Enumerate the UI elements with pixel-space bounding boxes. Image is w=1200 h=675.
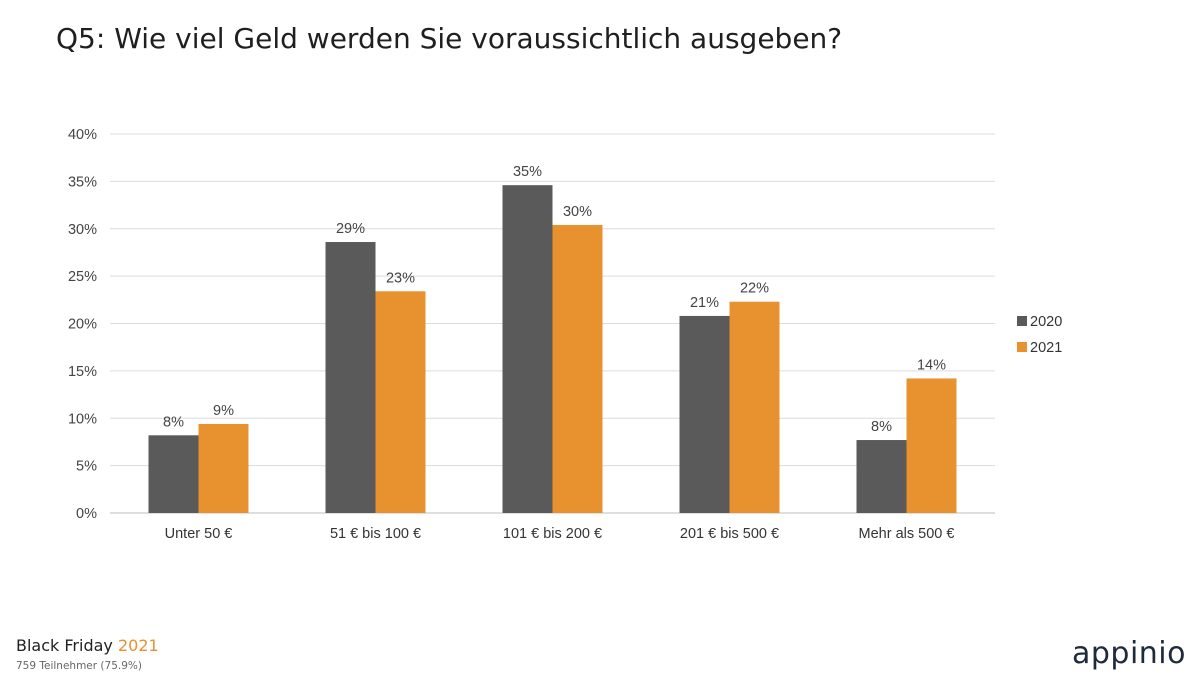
footer-title: Black Friday 2021 [16, 636, 159, 655]
bar-2020 [856, 440, 907, 513]
x-tick-label: Mehr als 500 € [859, 526, 955, 542]
bar-2020 [679, 315, 730, 513]
bar-2020 [148, 435, 199, 513]
bar-2020 [325, 242, 376, 513]
bar-2021 [552, 224, 603, 513]
y-tick-label: 10% [68, 411, 97, 427]
data-label: 29% [336, 221, 365, 237]
y-tick-label: 0% [76, 506, 97, 522]
y-tick-label: 20% [68, 317, 97, 333]
legend-swatch-2020 [1017, 316, 1027, 326]
footer-subtitle: 759 Teilnehmer (75.9%) [16, 660, 142, 672]
data-label: 22% [740, 281, 769, 297]
bar-chart: 0% 5% 10% 15% 20% 25% 30% 35% 40% 8% 9% Unter 50 € 2… [68, 127, 1062, 542]
y-tick-label: 5% [76, 459, 97, 475]
data-label: 8% [163, 414, 184, 430]
y-tick-label: 30% [68, 222, 97, 238]
data-label: 14% [917, 357, 946, 373]
footer-title-text: Black Friday [16, 636, 113, 655]
bar-2021 [375, 291, 426, 513]
data-label: 35% [513, 164, 542, 180]
legend-label-2021: 2021 [1030, 340, 1062, 356]
bar-2021 [198, 423, 249, 513]
page-title: Q5: Wie viel Geld werden Sie voraussicht… [56, 22, 843, 55]
data-label: 30% [563, 204, 592, 220]
x-tick-label: Unter 50 € [165, 526, 233, 542]
bar-2021 [906, 378, 957, 513]
data-label: 9% [213, 403, 234, 419]
y-tick-label: 40% [68, 127, 97, 143]
x-tick-label: 51 € bis 100 € [330, 526, 421, 542]
bar-2020 [502, 185, 553, 514]
x-tick-label: 101 € bis 200 € [503, 526, 602, 542]
y-tick-label: 25% [68, 269, 97, 285]
data-label: 23% [386, 270, 415, 286]
data-label: 8% [871, 419, 892, 435]
appinio-logo: appinio [1071, 636, 1186, 671]
bar-2021 [729, 301, 780, 513]
footer-year: 2021 [117, 636, 159, 655]
x-tick-label: 201 € bis 500 € [680, 526, 779, 542]
legend-label-2020: 2020 [1030, 314, 1062, 330]
y-tick-label: 35% [68, 174, 97, 190]
legend-swatch-2021 [1017, 342, 1027, 352]
data-label: 21% [690, 295, 719, 311]
y-tick-label: 15% [68, 364, 97, 380]
